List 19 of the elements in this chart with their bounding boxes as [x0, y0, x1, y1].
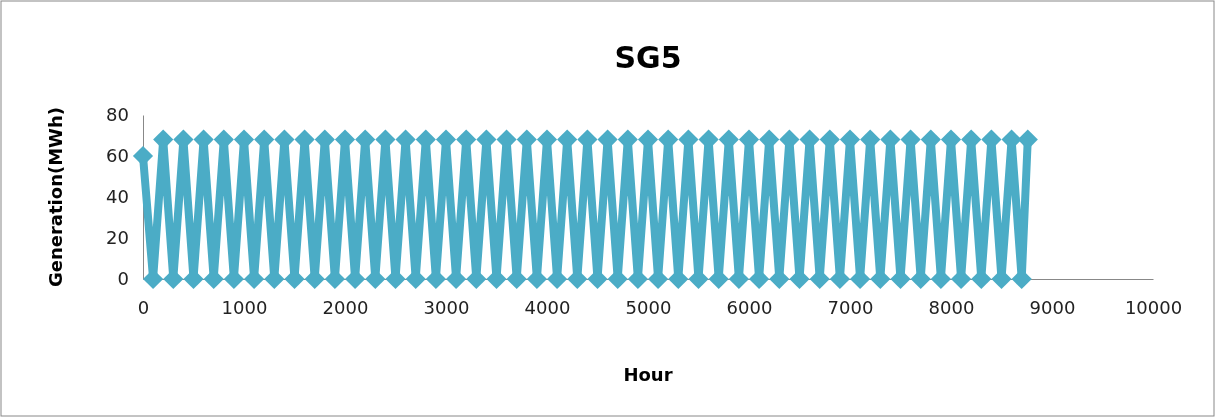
x-axis-title: Hour [623, 364, 673, 385]
x-tick-label: 7000 [827, 296, 874, 318]
y-tick-label: 20 [106, 227, 129, 249]
x-tick-label: 3000 [423, 296, 470, 318]
x-tick-label: 2000 [322, 296, 369, 318]
x-tick-label: 10000 [1124, 296, 1183, 318]
x-tick-label: 0 [137, 296, 150, 318]
y-tick-label: 60 [106, 145, 129, 167]
chart-title: SG5 [614, 40, 682, 75]
x-tick-label: 4000 [524, 296, 571, 318]
y-tick-label: 0 [117, 268, 129, 290]
x-tick-label: 9000 [1029, 296, 1076, 318]
x-tick-label: 1000 [221, 296, 268, 318]
y-tick-label: 40 [106, 186, 129, 208]
x-tick-label: 6000 [726, 296, 773, 318]
y-tick-label: 80 [106, 104, 129, 126]
y-axis-title: Generation(MWh) [45, 106, 66, 288]
x-tick-label: 8000 [928, 296, 975, 318]
x-tick-label: 5000 [625, 296, 672, 318]
